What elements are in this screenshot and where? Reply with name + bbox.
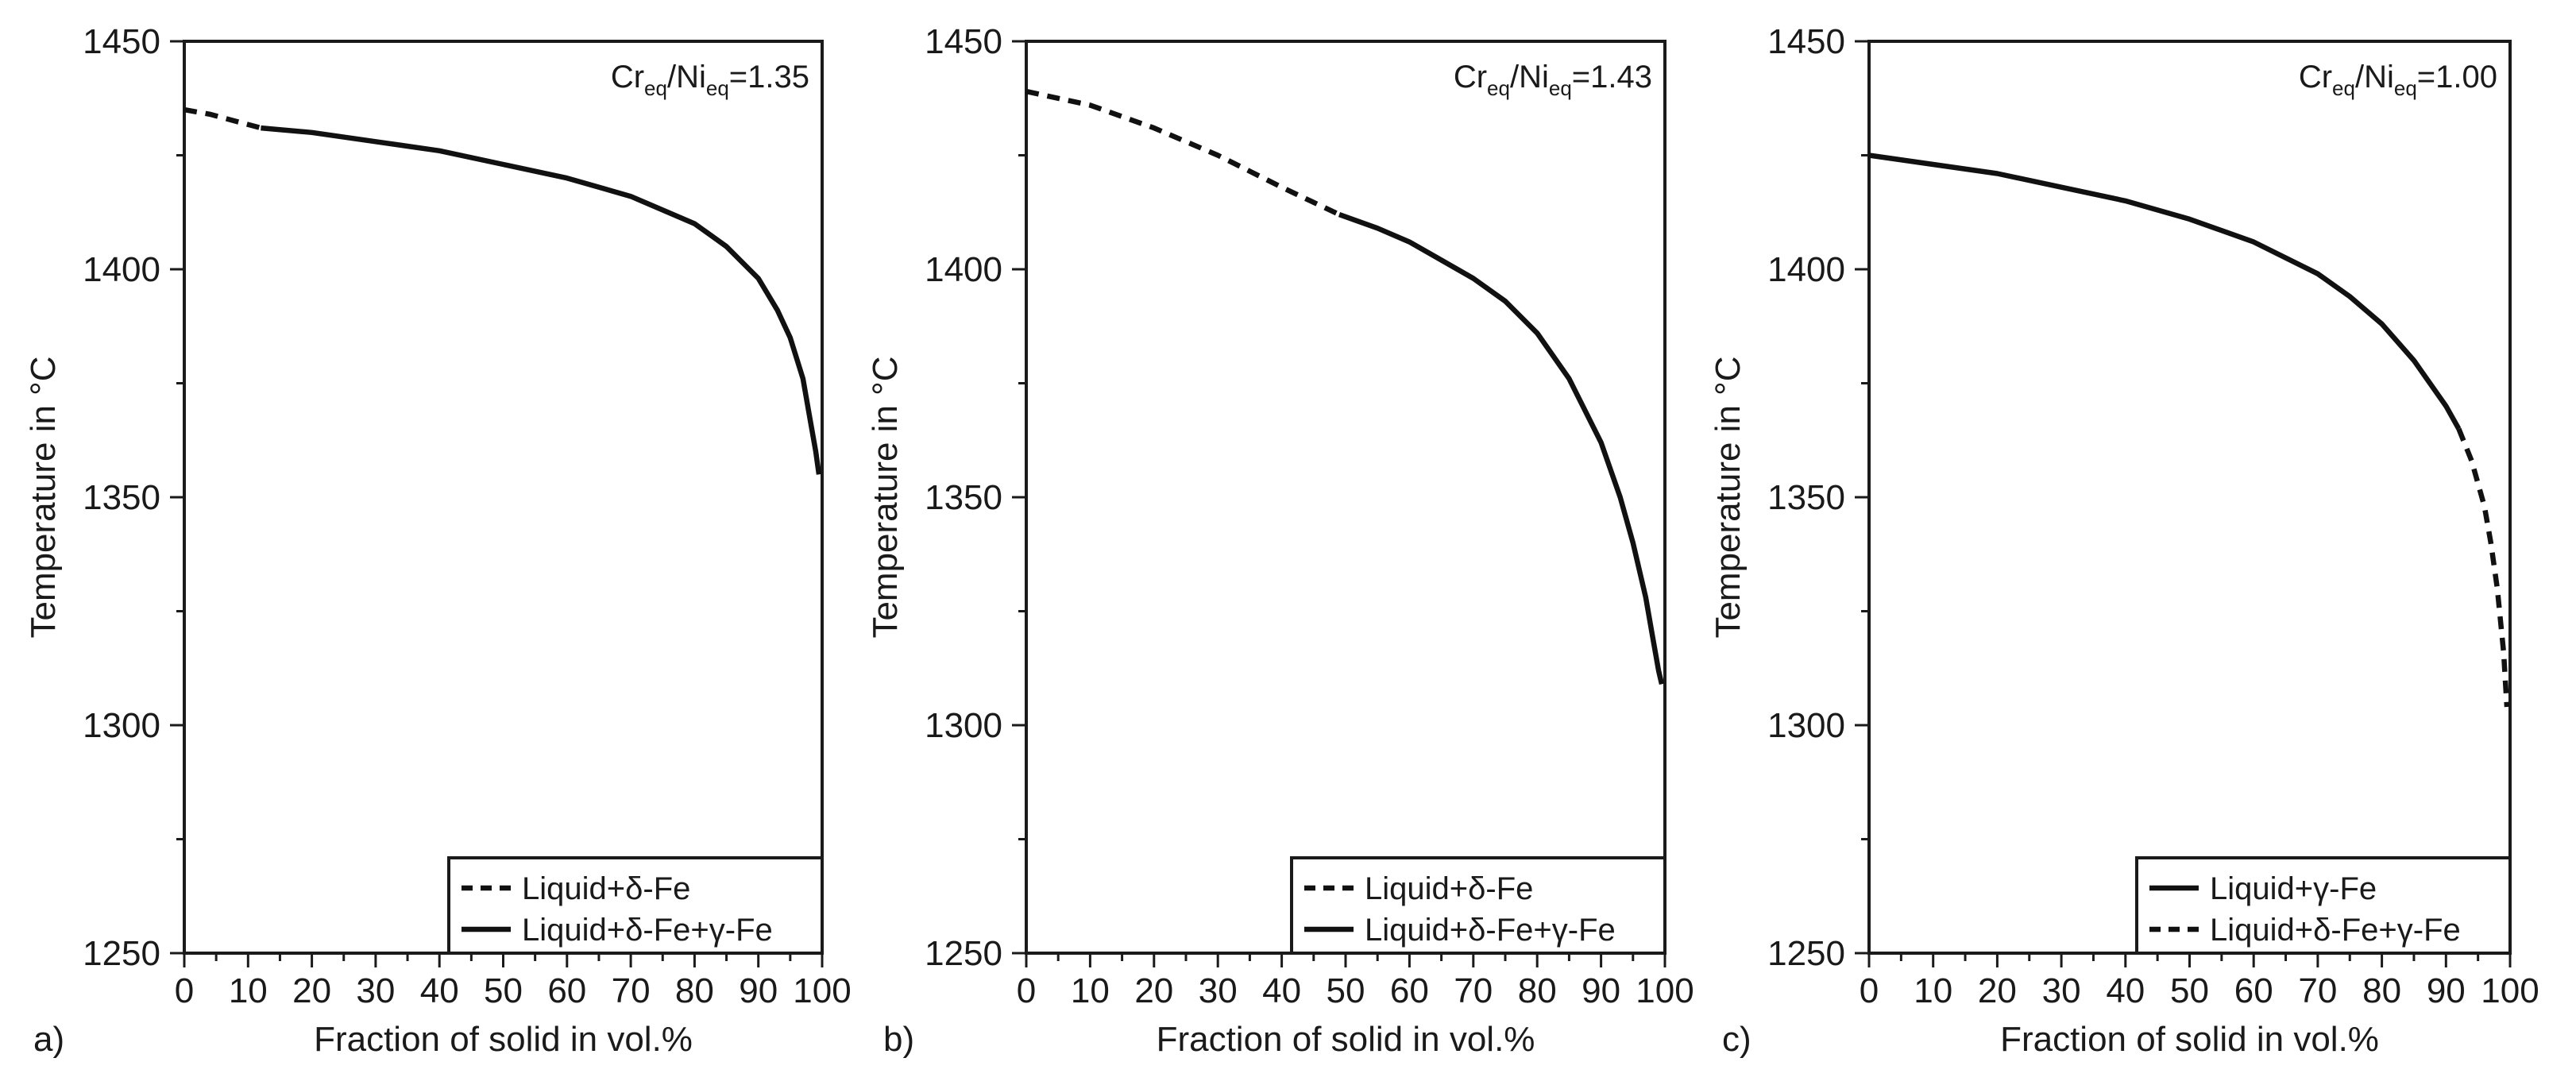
annotation-text: /Ni (667, 60, 706, 95)
x-axis-label: Fraction of solid in vol.% (2000, 1020, 2379, 1059)
legend-label-2: Liquid+δ-Fe+γ-Fe (2210, 913, 2461, 948)
x-tick-label: 50 (484, 971, 523, 1010)
annotation-text: =1.00 (2417, 60, 2497, 95)
cr-ni-ratio-annotation: Creq/Nieq=1.00 (2299, 60, 2497, 100)
series-line-2 (261, 125, 822, 475)
y-tick-label: 1250 (925, 934, 1002, 973)
x-axis-label: Fraction of solid in vol.% (1157, 1020, 1535, 1059)
annotation-subscript: eq (2394, 76, 2417, 100)
y-tick-label: 1300 (1767, 706, 1845, 745)
x-tick-label: 10 (229, 971, 268, 1010)
annotation-text: /Ni (1510, 60, 1549, 95)
legend-label-2: Liquid+δ-Fe+γ-Fe (522, 913, 773, 948)
x-tick-label: 20 (1134, 971, 1173, 1010)
legend-label-2: Liquid+δ-Fe+γ-Fe (1365, 913, 1616, 948)
plot-frame (183, 40, 824, 955)
y-axis-label: Temperature in °C (1709, 356, 1748, 638)
annotation-subscript: eq (1487, 76, 1510, 100)
x-tick-label: 30 (1199, 971, 1238, 1010)
y-tick-label: 1300 (925, 706, 1002, 745)
y-tick-label: 1250 (83, 934, 160, 973)
x-tick-label: 20 (292, 971, 331, 1010)
panel-tag: b) (883, 1020, 914, 1059)
y-tick-label: 1350 (925, 478, 1002, 517)
annotation-text: =1.43 (1572, 60, 1652, 95)
x-tick-label: 10 (1071, 971, 1110, 1010)
x-tick-label: 90 (2427, 971, 2466, 1010)
x-tick-label: 90 (739, 971, 778, 1010)
x-tick-label: 100 (793, 971, 851, 1010)
y-tick-label: 1300 (83, 706, 160, 745)
y-tick-label: 1400 (925, 250, 1002, 289)
y-tick-label: 1450 (83, 22, 160, 61)
panel-3: 0 10 20 30 40 50 60 70 80 90 100 1250 1300 1350 1400 14… (1709, 22, 2539, 1059)
annotation-text: Cr (611, 60, 644, 95)
legend-label-1: Liquid+δ-Fe (522, 871, 690, 906)
plot-frame (1025, 40, 1666, 955)
y-tick-label: 1450 (925, 22, 1002, 61)
y-axis-label: Temperature in °C (24, 356, 63, 638)
x-tick-label: 30 (356, 971, 395, 1010)
legend-box (2135, 856, 2512, 955)
x-tick-label: 70 (2298, 971, 2337, 1010)
annotation-subscript: eq (706, 76, 729, 100)
y-tick-label: 1250 (1767, 934, 1845, 973)
x-tick-label: 30 (2042, 971, 2081, 1010)
x-tick-label: 80 (675, 971, 714, 1010)
annotation-subscript: eq (1549, 76, 1572, 100)
x-tick-label: 90 (1582, 971, 1620, 1010)
x-tick-label: 0 (1860, 971, 1879, 1010)
panel-2: 0 10 20 30 40 50 60 70 80 90 100 1250 1300 1350 1400 14… (866, 22, 1694, 1059)
legend-box (447, 856, 824, 955)
x-tick-label: 40 (2106, 971, 2145, 1010)
y-tick-label: 1350 (83, 478, 160, 517)
annotation-subscript: eq (2332, 76, 2355, 100)
x-tick-label: 50 (2170, 971, 2209, 1010)
y-tick-label: 1450 (1767, 22, 1845, 61)
x-tick-label: 40 (1262, 971, 1301, 1010)
x-tick-label: 80 (1518, 971, 1557, 1010)
cr-ni-ratio-annotation: Creq/Nieq=1.35 (611, 60, 809, 100)
y-tick-label: 1400 (1767, 250, 1845, 289)
legend-box (1290, 856, 1666, 955)
y-tick-label: 1400 (83, 250, 160, 289)
x-tick-label: 60 (1390, 971, 1429, 1010)
legend-label-1: Liquid+δ-Fe (1365, 871, 1533, 906)
series-line-2 (1338, 212, 1665, 685)
legend-label-1: Liquid+γ-Fe (2210, 871, 2377, 906)
series-line-2 (2456, 427, 2510, 708)
x-tick-label: 50 (1327, 971, 1365, 1010)
x-tick-label: 80 (2362, 971, 2401, 1010)
x-tick-label: 100 (1636, 971, 1694, 1010)
plot-frame (1867, 40, 2512, 955)
x-tick-label: 20 (1978, 971, 2017, 1010)
x-tick-label: 70 (612, 971, 651, 1010)
x-tick-label: 0 (1017, 971, 1036, 1010)
annotation-subscript: eq (644, 76, 667, 100)
series-line-1 (183, 106, 262, 131)
annotation-text: =1.35 (729, 60, 809, 95)
x-tick-label: 60 (547, 971, 586, 1010)
y-axis-label: Temperature in °C (866, 356, 905, 638)
cr-ni-ratio-annotation: Creq/Nieq=1.43 (1454, 60, 1652, 100)
series-line-1 (1025, 88, 1341, 218)
y-tick-label: 1350 (1767, 478, 1845, 517)
x-tick-label: 60 (2234, 971, 2273, 1010)
panel-tag: a) (33, 1020, 64, 1059)
annotation-text: Cr (1454, 60, 1487, 95)
panel-tag: c) (1722, 1020, 1751, 1059)
series-line-1 (1868, 153, 2462, 431)
x-tick-label: 0 (175, 971, 194, 1010)
x-tick-label: 10 (1914, 971, 1952, 1010)
panel-1: 0 10 20 30 40 50 60 70 80 90 100 1250 1300 1350 1400 14… (24, 22, 852, 1059)
x-tick-label: 40 (420, 971, 459, 1010)
x-axis-label: Fraction of solid in vol.% (314, 1020, 693, 1059)
x-tick-label: 70 (1454, 971, 1493, 1010)
x-tick-label: 100 (2481, 971, 2539, 1010)
annotation-text: /Ni (2355, 60, 2394, 95)
annotation-text: Cr (2299, 60, 2332, 95)
